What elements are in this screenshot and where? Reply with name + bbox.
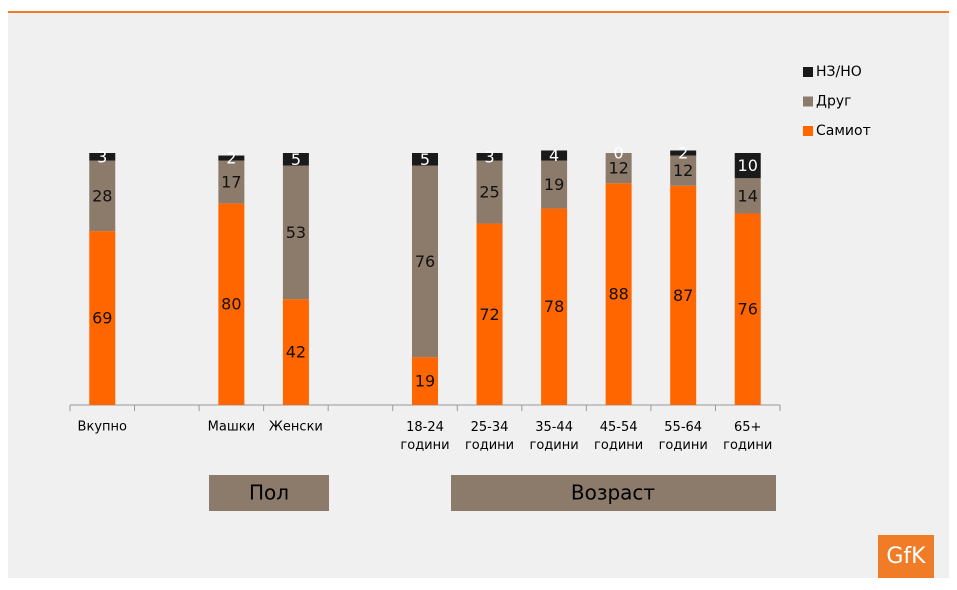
bar-segment: [89, 153, 116, 161]
bar-segment: [218, 155, 245, 161]
bar-segment: [605, 183, 632, 405]
data-label: 10: [738, 156, 758, 175]
bar-segment: [670, 185, 697, 405]
x-tick-label: 55-64 години: [659, 420, 708, 453]
x-tick-label: 35-44 години: [530, 420, 579, 453]
legend-label: Самиот: [816, 123, 871, 139]
bar-segment: [734, 178, 761, 214]
legend-swatch: [803, 96, 813, 107]
legend-label: НЗ/НО: [816, 64, 862, 80]
data-label: 19: [415, 372, 435, 391]
data-label: 19: [544, 175, 564, 194]
data-label: 3: [484, 147, 494, 166]
bar-segment: [476, 160, 503, 224]
logo: GfK: [886, 544, 926, 569]
data-label: 17: [221, 172, 241, 191]
legend-swatch: [803, 126, 813, 136]
data-label: 76: [738, 300, 758, 319]
data-label: 80: [221, 295, 241, 314]
bar-segment: [89, 231, 116, 405]
data-label: 76: [415, 252, 435, 271]
bar-segment: [605, 153, 632, 184]
bar-segment: [412, 153, 438, 166]
bar-segment: [734, 153, 761, 179]
data-label: 88: [608, 285, 628, 304]
data-label: 78: [544, 297, 564, 316]
data-label: 3: [97, 147, 107, 166]
bar-segment: [670, 150, 697, 156]
bar-segment: [282, 153, 309, 166]
x-tick-label: Вкупно: [78, 420, 127, 435]
x-tick-label: 45-54 години: [594, 420, 643, 453]
logo-box: [878, 535, 934, 578]
data-label: 28: [92, 186, 112, 205]
data-label: 69: [92, 309, 112, 328]
bar-segment: [218, 203, 245, 405]
legend-swatch: [803, 67, 813, 77]
data-label: 25: [479, 183, 499, 202]
x-tick-label: Женски: [269, 420, 323, 435]
bar-segment: [412, 165, 438, 358]
data-label: 5: [420, 150, 430, 169]
bar-segment: [476, 223, 503, 405]
data-label: 4: [549, 146, 559, 165]
x-tick-label: Машки: [208, 420, 255, 435]
bar-segment: [282, 165, 309, 300]
data-label: 14: [738, 186, 758, 205]
group-label: Пол: [249, 481, 289, 505]
data-label: 72: [479, 305, 499, 324]
data-label: 87: [673, 286, 693, 305]
x-tick-label: 65+ години: [723, 420, 772, 453]
group-label: Возраст: [571, 481, 656, 505]
data-label: 5: [291, 150, 301, 169]
data-label: 2: [226, 149, 236, 168]
legend-label: Друг: [816, 94, 851, 110]
bar-segment: [670, 155, 697, 186]
bar-segment: [476, 153, 503, 161]
group-box: [209, 475, 329, 511]
data-label: 12: [608, 159, 628, 178]
data-label: 42: [286, 343, 306, 362]
bar-segment: [541, 160, 568, 209]
x-tick-label: 25-34 години: [465, 420, 514, 453]
data-label: 0: [614, 144, 624, 163]
data-label: 53: [286, 223, 306, 242]
bar-segment: [89, 160, 116, 232]
bar-segment: [541, 150, 568, 161]
bar-segment: [734, 213, 761, 405]
data-label: 12: [673, 161, 693, 180]
group-box: [451, 475, 776, 511]
bar-segment: [412, 357, 438, 405]
bar-segment: [541, 208, 568, 405]
bar-segment: [282, 299, 309, 405]
bar-segment: [218, 160, 245, 204]
x-tick-label: 18-24 години: [400, 420, 449, 453]
data-label: 2: [678, 144, 688, 163]
